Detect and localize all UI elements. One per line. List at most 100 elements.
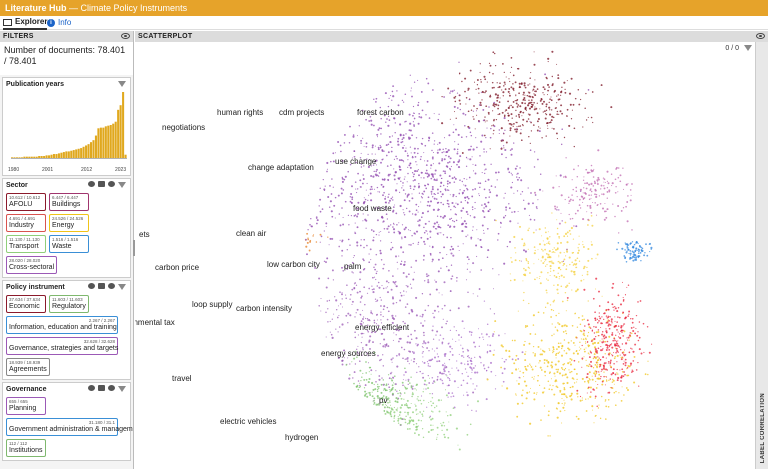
scatter-point[interactable] [368, 318, 371, 321]
scatter-point[interactable] [412, 121, 414, 123]
scatter-point[interactable] [398, 353, 401, 356]
scatter-point[interactable] [359, 360, 361, 363]
scatter-point[interactable] [600, 395, 603, 398]
scatter-point[interactable] [401, 146, 405, 149]
scatter-point[interactable] [492, 133, 494, 135]
scatter-point[interactable] [531, 376, 533, 379]
scatter-point[interactable] [370, 119, 373, 122]
scatter-point[interactable] [518, 368, 520, 370]
scatter-point[interactable] [524, 353, 526, 356]
scatter-point[interactable] [585, 359, 587, 361]
scatter-point[interactable] [535, 393, 538, 395]
scatter-point[interactable] [563, 176, 565, 178]
scatter-point[interactable] [606, 317, 609, 319]
scatter-point[interactable] [561, 347, 563, 350]
scatter-point[interactable] [499, 82, 501, 84]
scatter-point[interactable] [418, 112, 421, 115]
scatter-point[interactable] [427, 200, 430, 203]
scatter-point[interactable] [548, 243, 551, 245]
scatter-point[interactable] [586, 319, 589, 322]
scatter-point[interactable] [410, 338, 413, 340]
scatter-point[interactable] [501, 89, 503, 91]
scatter-point[interactable] [541, 137, 543, 139]
scatter-point[interactable] [449, 350, 452, 353]
scatter-point[interactable] [617, 316, 619, 318]
scatter-point[interactable] [462, 193, 464, 195]
scatter-point[interactable] [519, 167, 521, 169]
scatter-point[interactable] [502, 145, 505, 147]
scatter-point[interactable] [570, 340, 572, 342]
scatter-point[interactable] [552, 262, 555, 265]
scatter-point[interactable] [355, 188, 357, 190]
scatter-point[interactable] [491, 86, 494, 89]
scatter-point[interactable] [403, 199, 406, 202]
scatter-point[interactable] [642, 322, 645, 325]
scatter-point[interactable] [558, 275, 561, 278]
scatter-point[interactable] [521, 191, 524, 193]
scatter-point[interactable] [503, 85, 505, 87]
scatter-point[interactable] [574, 344, 576, 346]
scatter-point[interactable] [409, 166, 412, 169]
scatter-point[interactable] [400, 346, 403, 349]
scatter-point[interactable] [563, 324, 566, 327]
scatter-point[interactable] [568, 282, 570, 285]
scatter-point[interactable] [549, 384, 551, 386]
toggle-icon[interactable] [88, 385, 95, 391]
scatter-point[interactable] [453, 225, 456, 228]
scatter-point[interactable] [569, 263, 571, 266]
scatter-point[interactable] [450, 90, 452, 92]
scatter-point[interactable] [548, 348, 550, 350]
scatter-point[interactable] [487, 202, 489, 204]
scatter-point[interactable] [591, 378, 594, 381]
scatter-point[interactable] [406, 387, 409, 390]
scatter-point[interactable] [362, 178, 365, 180]
scatter-point[interactable] [568, 369, 570, 371]
scatter-point[interactable] [549, 98, 551, 101]
scatter-point[interactable] [477, 295, 479, 297]
scatter-point[interactable] [397, 143, 400, 146]
scatter-point[interactable] [555, 354, 557, 356]
scatter-point[interactable] [355, 385, 358, 388]
scatter-point[interactable] [337, 305, 340, 307]
histogram-bar[interactable] [20, 157, 23, 158]
scatter-point[interactable] [431, 132, 434, 134]
scatter-point[interactable] [437, 399, 440, 402]
scatter-point[interactable] [368, 120, 371, 122]
scatter-point[interactable] [591, 224, 594, 227]
scatter-point[interactable] [422, 376, 425, 379]
scatter-point[interactable] [515, 115, 517, 117]
scatter-point[interactable] [355, 348, 358, 351]
scatter-point[interactable] [409, 406, 411, 409]
scatter-point[interactable] [534, 354, 536, 357]
scatter-point[interactable] [526, 94, 529, 97]
scatter-point[interactable] [461, 336, 463, 338]
scatter-point[interactable] [569, 361, 571, 363]
scatter-point[interactable] [633, 355, 636, 358]
scatter-point[interactable] [315, 217, 318, 220]
scatter-point[interactable] [600, 375, 602, 378]
scatter-point[interactable] [467, 360, 469, 363]
scatter-point[interactable] [393, 178, 396, 181]
histogram-bar[interactable] [15, 157, 19, 158]
scatter-point[interactable] [476, 255, 478, 258]
scatter-point[interactable] [598, 195, 601, 197]
scatter-point[interactable] [382, 158, 384, 160]
scatter-point[interactable] [461, 80, 463, 83]
scatter-point[interactable] [342, 223, 345, 226]
scatter-point[interactable] [442, 234, 445, 236]
scatter-point[interactable] [632, 254, 634, 256]
scatter-point[interactable] [562, 382, 565, 385]
scatter-point[interactable] [351, 271, 353, 273]
scatter-point[interactable] [532, 324, 535, 326]
scatter-point[interactable] [626, 368, 628, 370]
scatter-point[interactable] [451, 201, 454, 205]
scatter-point[interactable] [467, 305, 470, 308]
scatter-point[interactable] [525, 397, 528, 400]
scatter-point[interactable] [389, 173, 391, 176]
scatter-point[interactable] [613, 309, 615, 311]
scatter-point[interactable] [409, 428, 411, 430]
scatter-point[interactable] [562, 260, 565, 262]
scatter-point[interactable] [392, 228, 396, 231]
scatter-point[interactable] [566, 265, 568, 267]
scatter-point[interactable] [358, 386, 361, 389]
